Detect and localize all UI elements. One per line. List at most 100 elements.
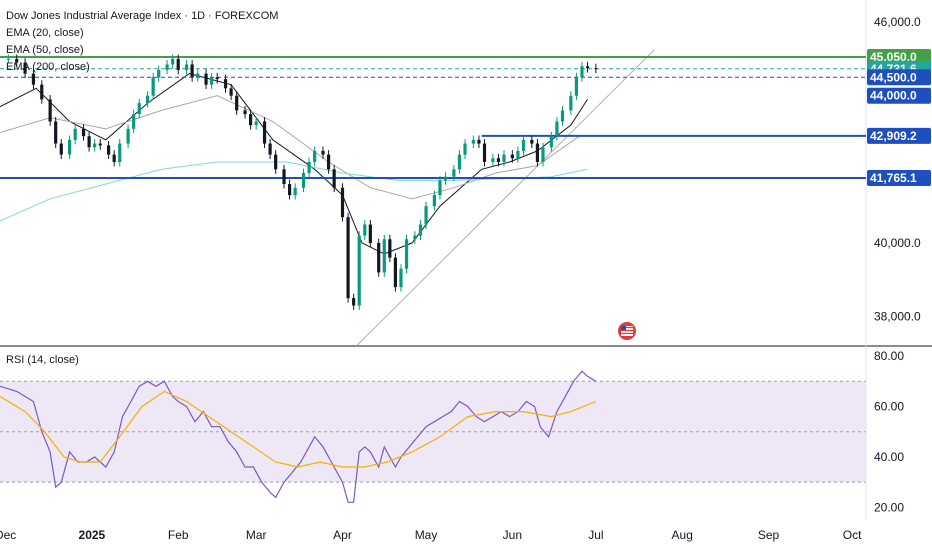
candle-body bbox=[176, 58, 180, 70]
candle-body bbox=[293, 187, 297, 196]
candle-body bbox=[68, 139, 72, 155]
candle-body bbox=[357, 235, 361, 306]
candle-body bbox=[516, 150, 520, 159]
candle-body bbox=[249, 114, 253, 126]
rsi-y-tick-label: 40.00 bbox=[874, 450, 904, 464]
candle-body bbox=[313, 150, 317, 162]
candle-body bbox=[457, 154, 462, 170]
candle-body bbox=[530, 139, 534, 144]
candle-body bbox=[274, 154, 278, 170]
candle-body bbox=[482, 143, 487, 162]
candle-body bbox=[404, 239, 409, 269]
candle-body bbox=[326, 154, 331, 170]
rsi-y-tick-label: 80.00 bbox=[874, 349, 904, 363]
candle-body bbox=[346, 217, 350, 299]
x-tick-label: Feb bbox=[168, 528, 189, 542]
price-level-label: 44,500.0 bbox=[870, 70, 917, 84]
candle-body bbox=[54, 121, 58, 144]
candle-body bbox=[190, 64, 194, 78]
candle-body bbox=[23, 62, 27, 74]
candle-body bbox=[340, 187, 345, 218]
x-tick-label: Oct bbox=[843, 528, 862, 542]
rsi-legend: RSI (14, close) bbox=[6, 354, 79, 366]
y-tick-label: 38,000.0 bbox=[874, 310, 921, 324]
x-tick-label: Dec bbox=[0, 528, 16, 542]
x-tick-label: Aug bbox=[672, 528, 693, 542]
candle-body bbox=[399, 268, 403, 288]
candle-body bbox=[15, 58, 19, 63]
candle-body bbox=[585, 66, 590, 69]
candle-body bbox=[388, 239, 392, 258]
candle-body bbox=[432, 195, 436, 207]
ema200-legend: EMA (200, close) bbox=[6, 61, 90, 73]
x-tick-label: Apr bbox=[333, 528, 352, 542]
candle-body bbox=[287, 184, 292, 196]
trendline bbox=[356, 49, 655, 347]
x-tick-label: Jun bbox=[503, 528, 522, 542]
candle-body bbox=[171, 58, 175, 65]
candle-body bbox=[243, 110, 247, 115]
flag-canton bbox=[621, 326, 626, 330]
candle-body bbox=[452, 169, 456, 177]
price-level-badge bbox=[867, 169, 931, 186]
candle-body bbox=[73, 128, 77, 140]
candle-body bbox=[393, 257, 398, 288]
rsi-y-tick-label: 20.00 bbox=[874, 500, 904, 514]
x-tick-label: Sep bbox=[758, 528, 780, 542]
candle-body bbox=[424, 206, 428, 225]
candle-body bbox=[282, 169, 286, 185]
candle-body bbox=[438, 180, 442, 196]
candle-body bbox=[126, 128, 130, 144]
x-tick-label: Jul bbox=[588, 528, 603, 542]
candle-body bbox=[418, 224, 423, 236]
candle-body bbox=[307, 161, 311, 173]
candle-body bbox=[48, 99, 52, 122]
candle-body bbox=[93, 143, 97, 148]
candle-body bbox=[496, 158, 501, 162]
candle-body bbox=[502, 154, 506, 162]
y-tick-label: 46,000.0 bbox=[874, 15, 921, 29]
candle-body bbox=[98, 143, 102, 146]
rsi-y-tick-label: 60.00 bbox=[874, 400, 904, 414]
candle-body bbox=[549, 136, 553, 148]
x-tick-label: Mar bbox=[246, 528, 267, 542]
candle-body bbox=[157, 69, 161, 78]
candle-body bbox=[352, 298, 356, 306]
candle-body bbox=[137, 103, 141, 115]
candle-body bbox=[151, 77, 155, 96]
ema20-legend: EMA (20, close) bbox=[6, 27, 84, 39]
candle-body bbox=[332, 169, 336, 188]
price-level-label: 42,909.2 bbox=[870, 129, 917, 143]
candle-body bbox=[443, 176, 448, 181]
candle-body bbox=[6, 58, 10, 60]
candle-body bbox=[510, 154, 514, 159]
candle-body bbox=[569, 95, 573, 111]
candle-body bbox=[215, 77, 219, 80]
price-level-badge bbox=[867, 127, 931, 144]
candle-body bbox=[574, 77, 579, 96]
candle-body bbox=[229, 88, 233, 96]
candle-body bbox=[580, 66, 584, 78]
candle-body bbox=[368, 224, 372, 243]
candle-body bbox=[145, 95, 150, 104]
candle-body bbox=[555, 121, 559, 137]
candle-body bbox=[118, 143, 122, 162]
price-level-badge bbox=[867, 69, 931, 86]
candle-body bbox=[413, 235, 417, 240]
x-tick-label: May bbox=[415, 528, 438, 542]
price-level-badge bbox=[867, 87, 931, 104]
rsi-line bbox=[0, 370, 597, 503]
candle-body bbox=[301, 173, 306, 188]
candle-body bbox=[560, 110, 565, 122]
candle-body bbox=[535, 143, 540, 162]
candle-body bbox=[196, 73, 200, 78]
candle-body bbox=[463, 143, 467, 155]
candle-body bbox=[165, 64, 169, 70]
candle-body bbox=[59, 143, 63, 155]
candle-body bbox=[491, 158, 495, 162]
price-level-label: 45,050.0 bbox=[870, 50, 917, 64]
rsi-ma-line bbox=[0, 390, 597, 468]
candle-body bbox=[382, 239, 386, 273]
candle-body bbox=[471, 139, 475, 144]
